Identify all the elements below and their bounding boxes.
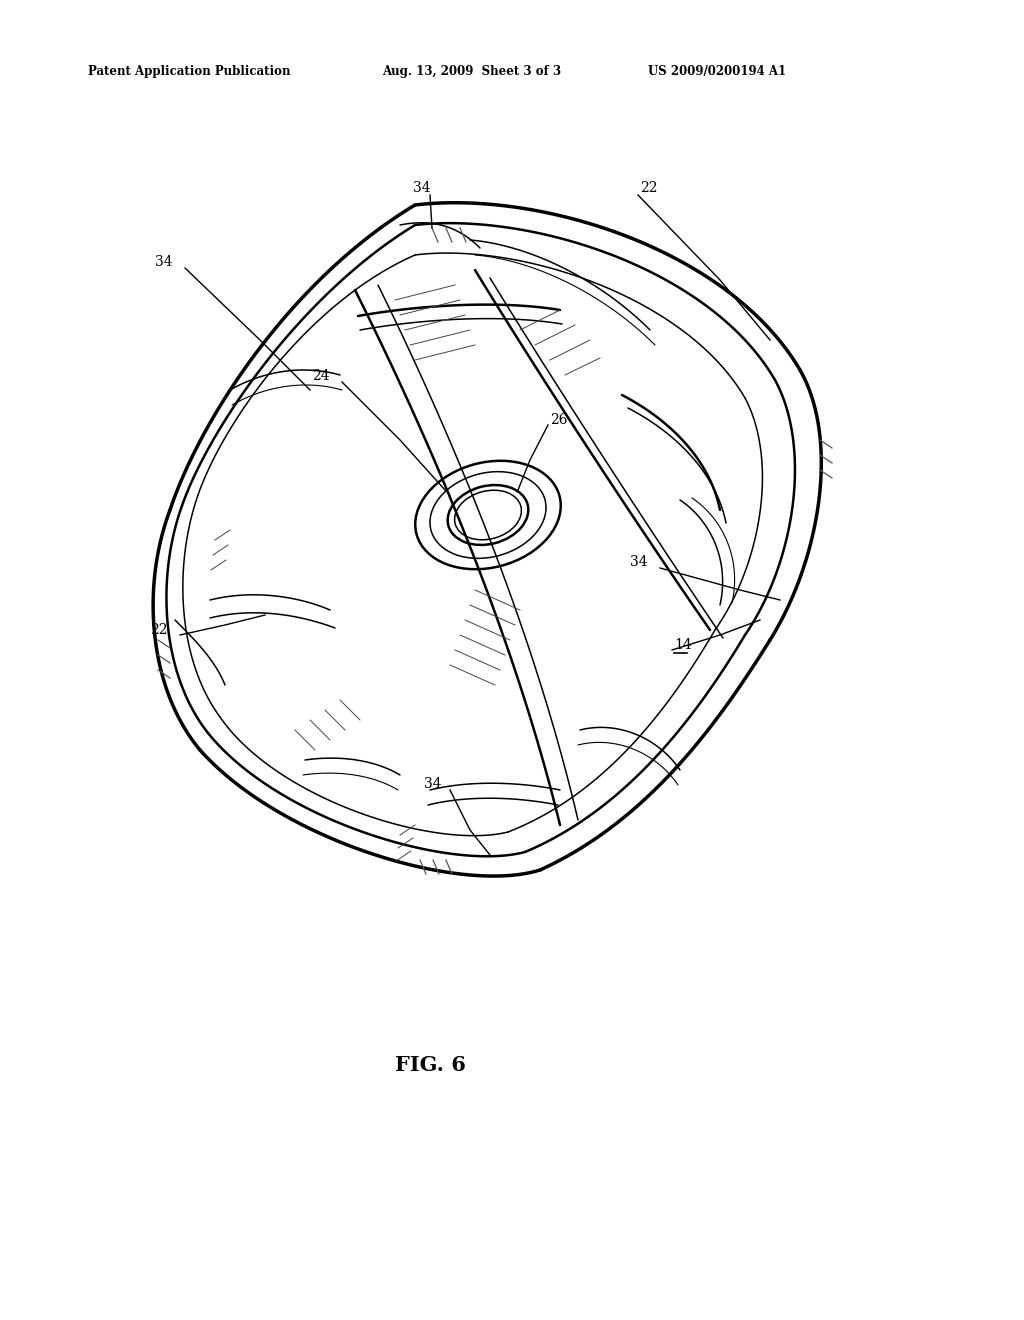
Text: 24: 24	[312, 370, 330, 383]
Text: Aug. 13, 2009  Sheet 3 of 3: Aug. 13, 2009 Sheet 3 of 3	[382, 65, 561, 78]
Text: 22: 22	[151, 623, 168, 638]
Text: 34: 34	[156, 255, 173, 269]
Text: US 2009/0200194 A1: US 2009/0200194 A1	[648, 65, 786, 78]
Text: FIG. 6: FIG. 6	[394, 1055, 466, 1074]
Text: 14: 14	[674, 638, 692, 652]
Text: Patent Application Publication: Patent Application Publication	[88, 65, 291, 78]
Text: 26: 26	[550, 413, 567, 426]
Text: 34: 34	[631, 554, 648, 569]
Text: 34: 34	[424, 777, 442, 791]
Text: 34: 34	[414, 181, 431, 195]
Text: 22: 22	[640, 181, 657, 195]
